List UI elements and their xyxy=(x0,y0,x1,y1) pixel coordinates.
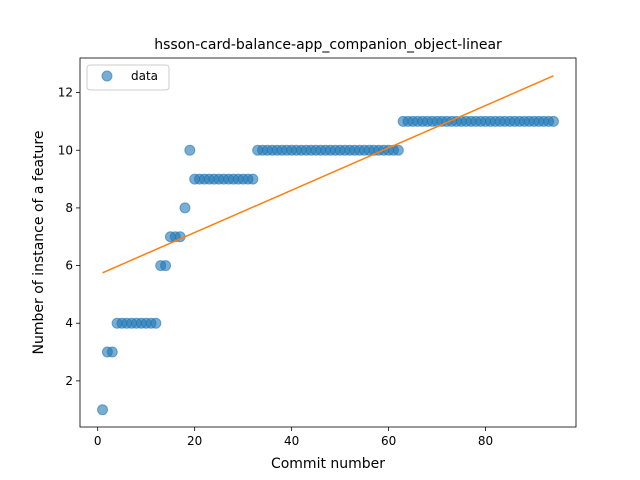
data-point xyxy=(247,173,259,185)
data-point xyxy=(106,346,118,358)
y-tick-label: 4 xyxy=(65,316,73,330)
x-tick-label: 20 xyxy=(187,434,202,448)
y-tick-label: 12 xyxy=(58,86,73,100)
plot-marks xyxy=(97,75,559,416)
fit-line xyxy=(102,75,554,274)
data-point xyxy=(547,115,559,127)
y-tick-label: 8 xyxy=(65,201,73,215)
x-tick-label: 60 xyxy=(381,434,396,448)
y-axis: 2 4 6 8 10 12 xyxy=(58,86,80,388)
y-tick-label: 2 xyxy=(65,374,73,388)
x-tick-label: 0 xyxy=(94,434,102,448)
y-axis-label: Number of instance of a feature xyxy=(31,131,47,355)
legend-marker-data xyxy=(101,70,113,82)
data-point xyxy=(150,317,162,329)
x-tick-label: 80 xyxy=(478,434,493,448)
x-axis: 0 20 40 60 80 xyxy=(94,427,493,448)
legend-label-data: data xyxy=(131,69,158,83)
y-tick-label: 6 xyxy=(65,259,73,273)
data-point xyxy=(179,202,191,214)
x-axis-label: Commit number xyxy=(271,456,385,472)
data-point xyxy=(160,260,172,272)
legend: data xyxy=(86,64,170,91)
data-point xyxy=(392,144,404,156)
chart-title: hsson-card-balance-app_companion_object-… xyxy=(154,37,502,53)
data-point xyxy=(184,144,196,156)
y-tick-label: 10 xyxy=(58,143,73,157)
x-tick-label: 40 xyxy=(284,434,299,448)
data-point xyxy=(97,404,109,416)
plot-frame xyxy=(79,57,577,428)
